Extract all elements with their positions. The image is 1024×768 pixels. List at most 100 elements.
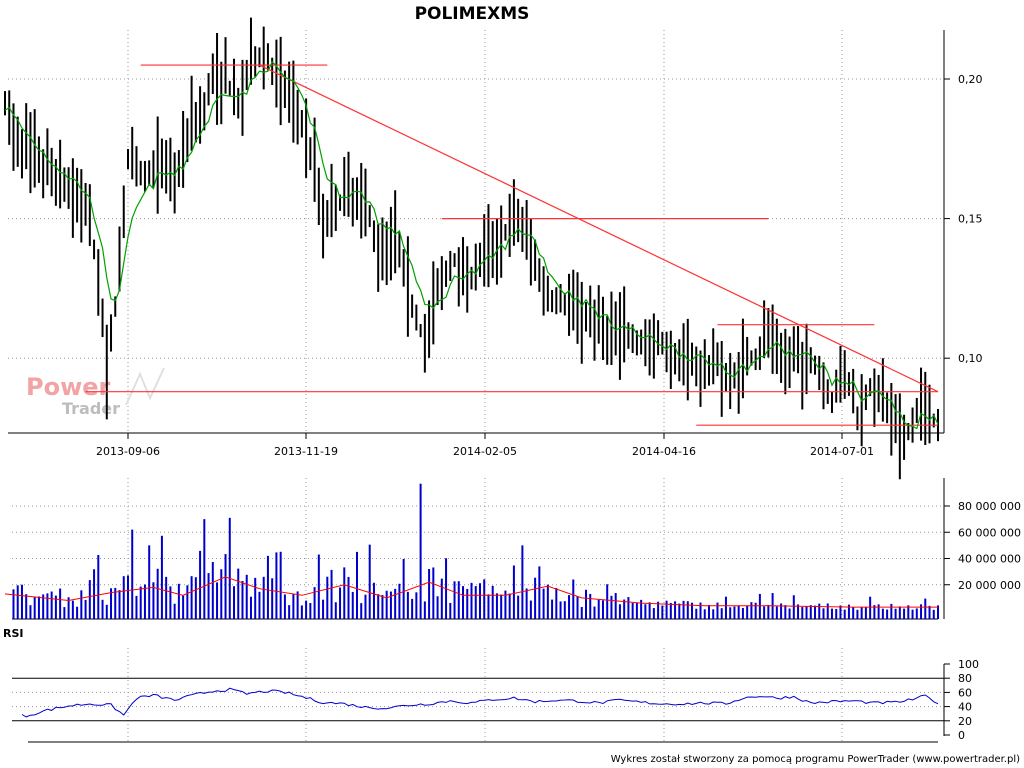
volume-bar — [538, 566, 541, 619]
volume-bar — [852, 607, 855, 619]
volume-bar — [228, 517, 231, 619]
volume-bar — [809, 605, 812, 619]
volume-moving-average — [4, 576, 938, 608]
logo-power-text: Power — [26, 373, 111, 401]
volume-bar — [275, 552, 278, 619]
volume-bar — [703, 609, 706, 619]
rsi-y-tick-label: 80 — [958, 672, 972, 685]
volume-bar — [873, 605, 876, 619]
volume-bar — [915, 608, 918, 619]
volume-bar — [758, 593, 761, 619]
volume-bar — [495, 593, 498, 619]
volume-bar — [877, 604, 880, 619]
volume-bar — [241, 580, 244, 619]
volume-y-ticks: 80 000 000 60 000 000 40 000 000 20 000 000 — [944, 500, 1021, 592]
volume-bar — [305, 600, 308, 619]
volume-bar — [907, 605, 910, 619]
volume-bar — [186, 585, 189, 619]
price-y-tick-label: 0,10 — [958, 352, 983, 365]
volume-bar — [249, 596, 252, 619]
volume-bar — [402, 558, 405, 619]
volume-bar — [177, 583, 180, 619]
volume-bar — [84, 599, 87, 619]
volume-bar — [890, 603, 893, 619]
volume-bar — [767, 604, 770, 619]
volume-bar — [686, 601, 689, 619]
volume-bar — [224, 554, 227, 619]
volume-bar — [695, 608, 698, 619]
volume-bar — [457, 581, 460, 619]
volume-bar — [835, 608, 838, 619]
rsi-line — [21, 687, 939, 718]
volume-bar — [474, 586, 477, 619]
volume-bar — [928, 605, 931, 619]
volume-bar — [233, 586, 236, 619]
volume-bar — [542, 588, 545, 619]
volume-bar — [80, 590, 83, 619]
volume-bar — [678, 603, 681, 619]
volume-bar — [814, 605, 817, 619]
volume-bar — [97, 554, 100, 619]
volume-bar — [114, 587, 117, 619]
volume-bar — [377, 594, 380, 619]
volume-bar — [818, 603, 821, 619]
volume-bar — [894, 608, 897, 619]
volume-bar — [93, 569, 96, 619]
volume-bar — [614, 593, 617, 619]
volume-bar — [207, 573, 210, 619]
volume-bar — [724, 596, 727, 619]
volume-bar — [788, 608, 791, 619]
volume-bar — [131, 529, 134, 619]
volume-bar — [674, 601, 677, 619]
volume-bar — [76, 606, 79, 619]
volume-bar — [432, 567, 435, 619]
volume-bar — [597, 599, 600, 619]
volume-bar — [71, 600, 74, 619]
volume-bar — [720, 608, 723, 619]
volume-bar — [627, 597, 630, 619]
volume-bar — [258, 591, 261, 619]
volume-bar — [126, 575, 129, 619]
volume-bar — [555, 587, 558, 619]
volume-bar — [512, 565, 515, 619]
volume-bar — [750, 602, 753, 619]
volume-bar — [733, 606, 736, 619]
volume-bar — [12, 589, 15, 619]
volume-bar — [254, 577, 257, 619]
volume-bar — [635, 602, 638, 619]
volume-bar — [716, 602, 719, 619]
volume-bar — [529, 600, 532, 619]
volume-bar — [216, 582, 219, 619]
volume-bar — [16, 585, 19, 619]
chart-title: POLIMEXMS — [415, 4, 530, 24]
logo-swoosh-icon — [125, 367, 165, 406]
volume-bar — [657, 601, 660, 619]
volume-bar — [585, 589, 588, 619]
price-bars — [4, 17, 939, 480]
volume-bar — [309, 603, 312, 619]
volume-bar — [847, 604, 850, 619]
volume-bar — [551, 599, 554, 619]
price-x-tick-label: 2014-04-16 — [632, 445, 696, 458]
volume-bar — [864, 607, 867, 619]
volume-bar — [360, 603, 363, 619]
volume-panel: 80 000 000 60 000 000 40 000 000 20 000 000 — [4, 478, 1021, 620]
volume-bar — [601, 600, 604, 619]
volume-bar — [483, 579, 486, 619]
volume-bar — [729, 607, 732, 619]
volume-bar — [330, 569, 333, 619]
volume-y-tick-label: 80 000 000 — [958, 500, 1021, 513]
volume-bar — [389, 591, 392, 619]
volume-bar — [691, 602, 694, 619]
volume-bar — [368, 544, 371, 619]
volume-bar — [283, 594, 286, 619]
volume-bar — [59, 588, 62, 619]
volume-bar — [271, 578, 274, 619]
volume-bar — [326, 576, 329, 619]
volume-bar — [487, 594, 490, 619]
volume-bar — [504, 590, 507, 619]
volume-bar — [322, 599, 325, 619]
volume-bar — [173, 603, 176, 619]
